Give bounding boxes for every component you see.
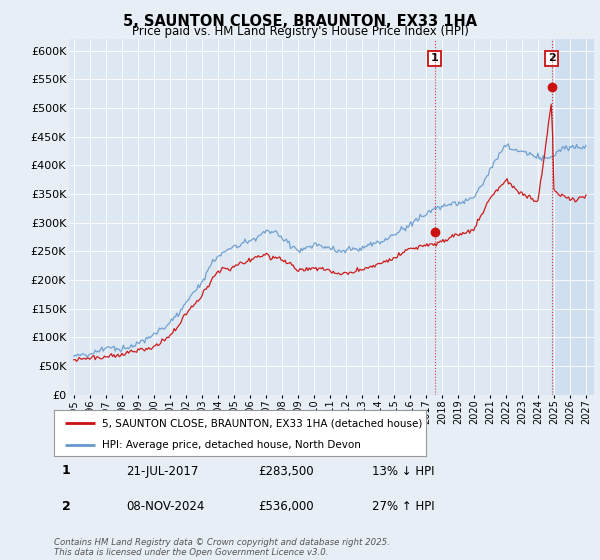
Text: £283,500: £283,500 xyxy=(258,465,314,478)
Text: 5, SAUNTON CLOSE, BRAUNTON, EX33 1HA (detached house): 5, SAUNTON CLOSE, BRAUNTON, EX33 1HA (de… xyxy=(103,418,423,428)
Text: 13% ↓ HPI: 13% ↓ HPI xyxy=(372,465,434,478)
Text: £536,000: £536,000 xyxy=(258,500,314,514)
Text: Contains HM Land Registry data © Crown copyright and database right 2025.
This d: Contains HM Land Registry data © Crown c… xyxy=(54,538,390,557)
Text: 1: 1 xyxy=(62,464,70,478)
Text: HPI: Average price, detached house, North Devon: HPI: Average price, detached house, Nort… xyxy=(103,440,361,450)
Text: 21-JUL-2017: 21-JUL-2017 xyxy=(126,465,199,478)
Text: 27% ↑ HPI: 27% ↑ HPI xyxy=(372,500,434,514)
Text: 08-NOV-2024: 08-NOV-2024 xyxy=(126,500,205,514)
Text: 5, SAUNTON CLOSE, BRAUNTON, EX33 1HA: 5, SAUNTON CLOSE, BRAUNTON, EX33 1HA xyxy=(123,14,477,29)
Text: 2: 2 xyxy=(548,53,556,63)
Bar xyxy=(552,39,594,395)
Text: 2: 2 xyxy=(62,500,70,513)
Text: 1: 1 xyxy=(431,53,439,63)
Text: Price paid vs. HM Land Registry's House Price Index (HPI): Price paid vs. HM Land Registry's House … xyxy=(131,25,469,38)
